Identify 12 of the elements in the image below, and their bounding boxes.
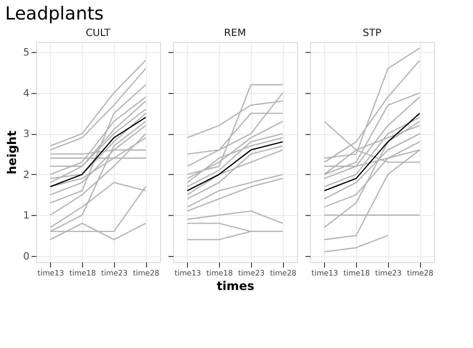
- chart-title: REM: [224, 28, 246, 39]
- y-tick-label: 3: [23, 129, 30, 140]
- text: Leadplants: [5, 4, 104, 24]
- chart-title: CULT: [86, 28, 112, 39]
- y-tick-label: 1: [23, 210, 30, 222]
- y-tick-label: 4: [23, 88, 30, 100]
- x-axis-title: times: [216, 279, 254, 293]
- y-tick-label: 5: [23, 48, 30, 59]
- chart-title: STP: [362, 28, 382, 39]
- y-tick-label: 2: [23, 170, 30, 181]
- y-tick-label: 0: [23, 251, 30, 262]
- y-axis-title: height: [5, 130, 20, 174]
